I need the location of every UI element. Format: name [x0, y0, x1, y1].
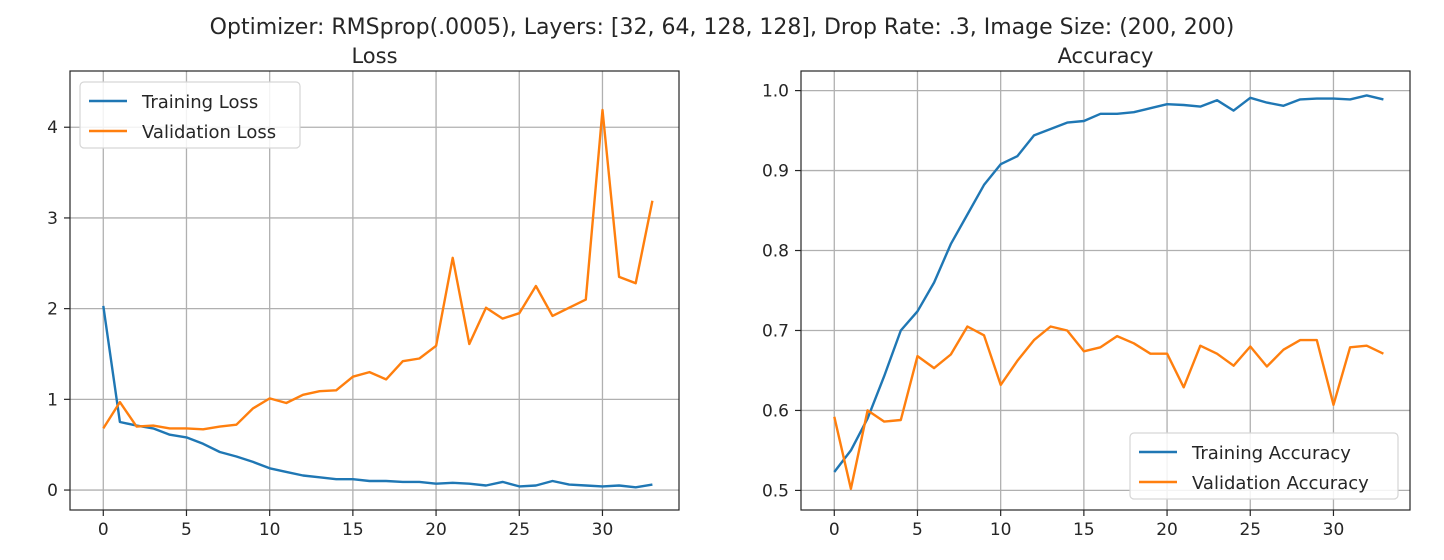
accuracy-xtick-label: 5	[912, 520, 923, 540]
loss-xtick-label: 30	[592, 520, 614, 540]
accuracy-chart-title: Accuracy	[1058, 44, 1154, 68]
loss-ytick-label: 4	[47, 118, 58, 138]
loss-xtick-label: 20	[425, 520, 447, 540]
accuracy-ytick-label: 0.8	[762, 242, 789, 262]
loss-xtick-label: 15	[342, 520, 364, 540]
accuracy-xtick-label: 0	[829, 520, 840, 540]
loss-legend: Training Loss Validation Loss	[79, 81, 301, 149]
loss-xtick-label: 5	[181, 520, 192, 540]
loss-ytick-label: 0	[47, 481, 58, 501]
accuracy-xtick-label: 25	[1239, 520, 1261, 540]
accuracy-chart: 0 5 10 15 20 25 30 0.5 0.6 0.7 0.8 0.9 1.0 Accuracy Tr…	[762, 44, 1411, 540]
accuracy-ytick-label: 0.7	[762, 321, 789, 341]
loss-ytick-label: 2	[47, 300, 58, 320]
accuracy-legend: Training Accuracy Validation Accuracy	[1129, 432, 1399, 500]
loss-legend-box	[79, 81, 301, 149]
accuracy-ytick-label: 1.0	[762, 82, 789, 102]
accuracy-legend-label: Training Accuracy	[1191, 443, 1351, 464]
accuracy-series-validation-accuracy	[833, 325, 1384, 490]
loss-ytick-label: 1	[47, 390, 58, 410]
loss-xtick-label: 25	[508, 520, 530, 540]
accuracy-legend-label: Validation Accuracy	[1192, 473, 1369, 494]
accuracy-xtick-label: 10	[990, 520, 1012, 540]
loss-legend-label: Validation Loss	[142, 122, 276, 143]
loss-series-training-loss	[102, 305, 653, 489]
loss-xtick-label: 10	[259, 520, 281, 540]
loss-ytick-label: 3	[47, 209, 58, 229]
accuracy-xtick-label: 20	[1156, 520, 1178, 540]
accuracy-legend-box	[1129, 432, 1399, 500]
loss-series-validation-loss	[102, 108, 654, 431]
figure-suptitle: Optimizer: RMSprop(.0005), Layers: [32, …	[209, 15, 1235, 40]
accuracy-ytick-label: 0.5	[762, 481, 789, 501]
accuracy-xtick-label: 30	[1323, 520, 1345, 540]
loss-chart-title: Loss	[351, 44, 397, 68]
accuracy-series-training-accuracy	[833, 94, 1384, 473]
loss-chart: 0 5 10 15 20 25 30 0 1 2 3 4 Loss Training Loss Valida…	[47, 44, 680, 540]
accuracy-ytick-label: 0.6	[762, 401, 789, 421]
accuracy-ytick-label: 0.9	[762, 162, 789, 182]
loss-legend-label: Training Loss	[141, 92, 258, 113]
loss-xtick-label: 0	[98, 520, 109, 540]
accuracy-xtick-label: 15	[1073, 520, 1095, 540]
accuracy-axes-frame	[800, 70, 1411, 511]
loss-axes-frame	[69, 70, 680, 511]
